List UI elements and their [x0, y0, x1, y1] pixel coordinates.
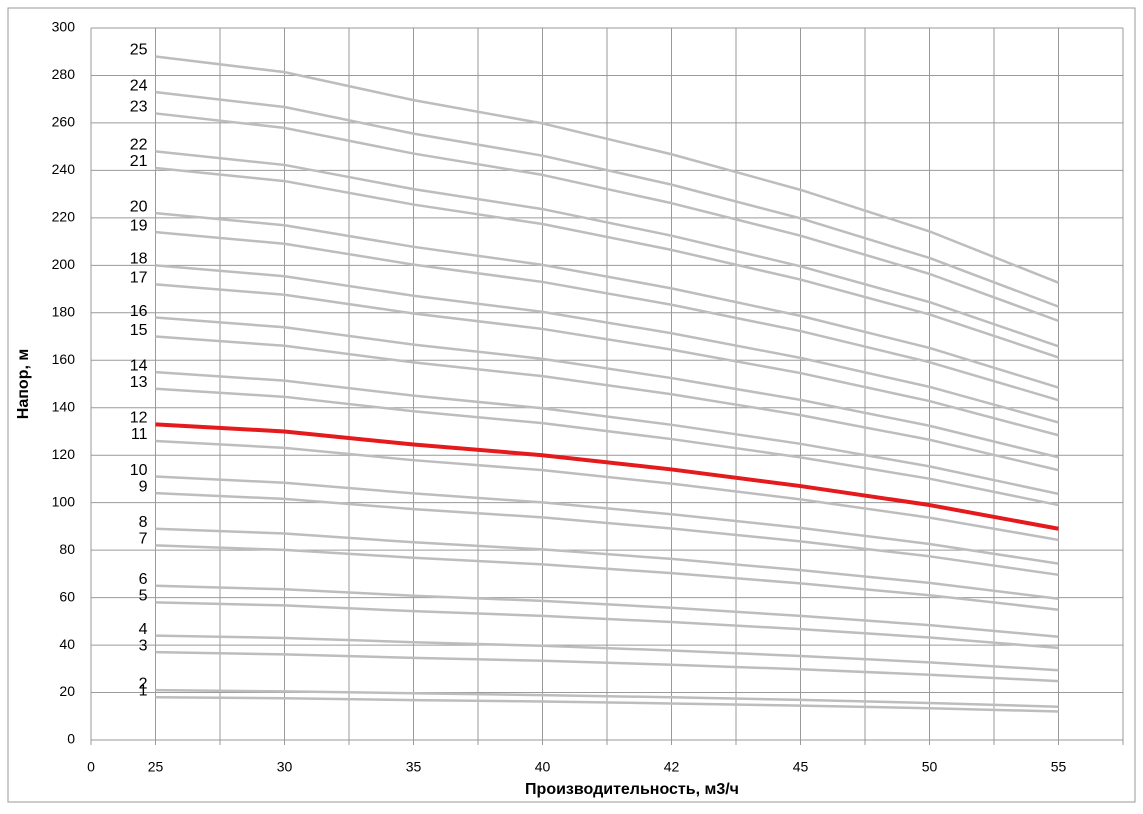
y-tick-label: 180	[52, 304, 76, 320]
y-tick-label: 240	[52, 161, 76, 177]
y-tick-label: 0	[67, 731, 75, 747]
x-tick-label: 30	[277, 759, 293, 775]
x-tick-label: 55	[1051, 759, 1067, 775]
frame	[7, 7, 1136, 803]
y-tick-label: 60	[59, 588, 75, 604]
series-label: 21	[130, 153, 148, 170]
series-label: 12	[130, 410, 148, 427]
series-line	[155, 150, 1059, 348]
series-label: 6	[139, 571, 148, 588]
series-line	[155, 230, 1059, 402]
series-label: 22	[130, 137, 148, 154]
x-tick-label: 50	[922, 759, 938, 775]
y-tick-label: 220	[52, 209, 76, 225]
series-line	[155, 316, 1059, 459]
y-tick-label: 260	[52, 114, 76, 130]
series-label: 13	[130, 374, 148, 391]
series-label: 4	[139, 621, 148, 638]
y-tick-label: 200	[52, 256, 76, 272]
series-line	[155, 90, 1059, 308]
x-tick-label: 35	[406, 759, 422, 775]
x-tick-label: 25	[148, 759, 164, 775]
series-label: 11	[131, 426, 148, 443]
series-label: 19	[130, 217, 148, 234]
x-axis-title: Производительность, м3/ч	[525, 781, 739, 798]
series-label: 3	[139, 637, 148, 654]
series-line	[155, 584, 1059, 639]
series-line	[155, 696, 1059, 713]
series-line	[155, 439, 1059, 542]
series-line	[155, 387, 1059, 507]
series-line	[155, 335, 1059, 472]
series-label: 1	[139, 682, 148, 699]
series-line	[155, 283, 1059, 437]
series-line	[155, 544, 1059, 611]
series-label: 9	[139, 478, 148, 495]
y-tick-label: 160	[52, 351, 76, 367]
y-axis-title: Напор, м	[15, 349, 32, 419]
series-label: 8	[139, 514, 148, 531]
series-line	[155, 112, 1059, 323]
series-label: 16	[130, 303, 148, 320]
series-line	[155, 475, 1059, 565]
series-label: 2	[139, 675, 148, 692]
series-line	[155, 634, 1059, 672]
series-line	[155, 55, 1059, 284]
series-label: 25	[130, 42, 148, 59]
y-tick-label: 140	[52, 398, 76, 414]
series-line	[155, 527, 1059, 601]
series-label: 7	[139, 531, 148, 548]
series-label: 23	[130, 99, 148, 116]
series-line	[155, 650, 1059, 683]
x-tick-label: 0	[87, 759, 95, 775]
series-line	[155, 211, 1059, 389]
series-line	[155, 688, 1059, 709]
y-tick-label: 100	[52, 493, 76, 509]
y-tick-label: 40	[59, 636, 75, 652]
series-label: 17	[130, 270, 148, 287]
y-tick-label: 20	[59, 683, 75, 699]
series-line	[155, 166, 1059, 359]
series-label: 15	[130, 322, 148, 339]
series-label: 24	[130, 77, 148, 94]
y-tick-label: 120	[52, 446, 76, 462]
x-tick-label: 45	[793, 759, 809, 775]
series-label: 5	[139, 588, 148, 605]
series-line	[155, 491, 1059, 577]
y-tick-label: 300	[52, 19, 76, 35]
series-label: 10	[130, 462, 148, 479]
y-tick-label: 80	[59, 541, 75, 557]
series-label: 14	[130, 357, 148, 374]
series-line	[155, 264, 1059, 424]
series-label: 20	[130, 198, 148, 215]
series-line	[155, 422, 1059, 531]
series-label: 18	[130, 251, 148, 268]
x-tick-label: 42	[664, 759, 680, 775]
x-tick-label: 40	[535, 759, 551, 775]
y-tick-label: 280	[52, 66, 76, 82]
series-line	[155, 370, 1059, 496]
series-line	[155, 601, 1059, 650]
